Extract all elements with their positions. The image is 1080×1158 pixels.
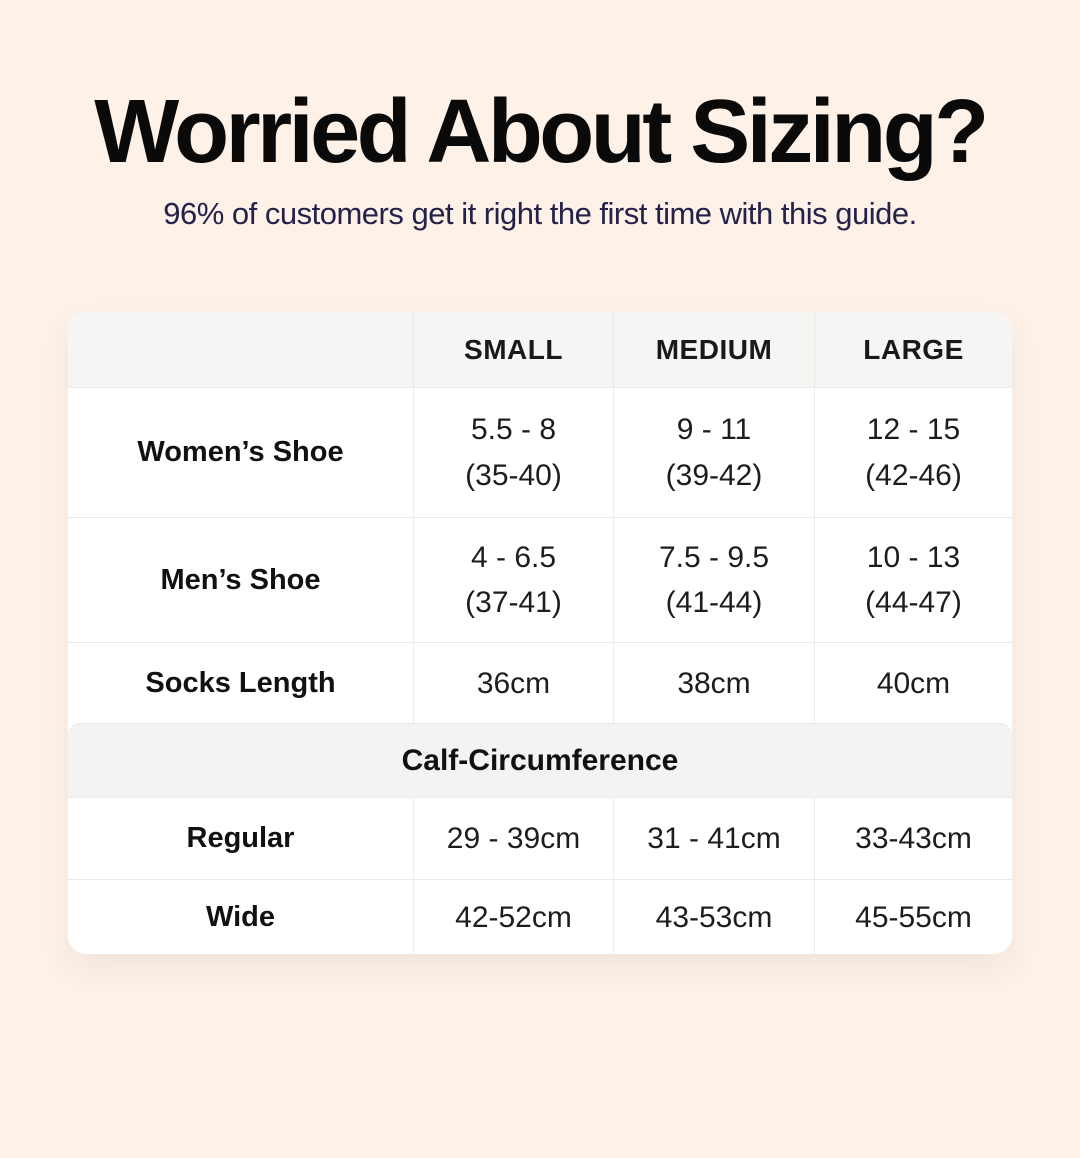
- row-label: Socks Length: [145, 666, 336, 699]
- table-row-regular: Regular 29 - 39cm 31 - 41cm 33-43cm: [68, 797, 1012, 880]
- value-line: (37-41): [465, 586, 562, 620]
- size-table: SMALL MEDIUM LARGE Women’s Shoe 5.5 - 8 …: [68, 312, 1012, 955]
- row-label-cell: Regular: [68, 798, 413, 879]
- value-cell-medium: 31 - 41cm: [613, 798, 814, 880]
- row-label-cell: Wide: [68, 880, 413, 954]
- value-cell-small: 36cm: [413, 643, 613, 724]
- page-subtitle: 96% of customers get it right the first …: [163, 196, 917, 231]
- value-cell-medium: 43-53cm: [613, 880, 814, 955]
- value-cell-small: 5.5 - 8 (35-40): [413, 388, 613, 518]
- value-line: (44-47): [865, 586, 962, 620]
- header-cell-medium: MEDIUM: [613, 312, 814, 388]
- page-title: Worried About Sizing?: [94, 82, 989, 182]
- section-band-label: Calf-Circumference: [401, 743, 679, 777]
- value-cell-small: 29 - 39cm: [413, 798, 613, 880]
- header-cell-empty: [68, 312, 413, 387]
- value-cell-large: 40cm: [814, 643, 1012, 724]
- value-line: 31 - 41cm: [647, 822, 781, 855]
- value-line: 10 - 13: [866, 540, 961, 574]
- value-line: 5.5 - 8: [470, 413, 557, 447]
- row-label-cell: Men’s Shoe: [68, 518, 413, 642]
- value-line: (35-40): [465, 458, 562, 492]
- row-label: Wide: [205, 900, 276, 933]
- value-line: 38cm: [677, 666, 751, 700]
- value-line: (41-44): [665, 586, 763, 620]
- value-line: (42-46): [865, 458, 962, 492]
- table-row-wide: Wide 42-52cm 43-53cm 45-55cm: [68, 879, 1012, 955]
- value-line: (39-42): [665, 458, 763, 492]
- section-band-calf-circumference: Calf-Circumference: [68, 723, 1012, 798]
- value-line: 42-52cm: [455, 900, 572, 934]
- value-line: 4 - 6.5: [470, 540, 557, 574]
- row-label: Men’s Shoe: [160, 563, 321, 596]
- row-label: Regular: [186, 822, 295, 855]
- column-header-small: SMALL: [464, 333, 563, 365]
- value-line: 40cm: [876, 666, 951, 700]
- table-row-mens-shoe: Men’s Shoe 4 - 6.5 (37-41) 7.5 - 9.5 (41…: [68, 517, 1012, 643]
- sizing-guide-page: Worried About Sizing? 96% of customers g…: [0, 78, 1080, 1158]
- table-row-socks-length: Socks Length 36cm 38cm 40cm: [68, 642, 1012, 724]
- value-cell-large: 10 - 13 (44-47): [814, 518, 1012, 643]
- value-cell-large: 45-55cm: [814, 880, 1012, 955]
- value-line: 9 - 11: [676, 413, 752, 447]
- header-cell-small: SMALL: [413, 312, 613, 388]
- value-cell-small: 42-52cm: [413, 880, 613, 955]
- value-line: 43-53cm: [655, 900, 773, 934]
- row-label-cell: Women’s Shoe: [68, 388, 413, 517]
- table-row-womens-shoe: Women’s Shoe 5.5 - 8 (35-40) 9 - 11 (39-…: [68, 387, 1012, 518]
- header-cell-large: LARGE: [814, 312, 1012, 388]
- row-label-cell: Socks Length: [68, 643, 413, 723]
- value-cell-medium: 9 - 11 (39-42): [613, 388, 814, 518]
- table-header-row: SMALL MEDIUM LARGE: [68, 312, 1012, 388]
- value-line: 12 - 15: [866, 413, 961, 447]
- value-line: 7.5 - 9.5: [658, 540, 770, 574]
- value-cell-small: 4 - 6.5 (37-41): [413, 518, 613, 643]
- row-label: Women’s Shoe: [137, 436, 344, 469]
- column-header-medium: MEDIUM: [655, 333, 773, 365]
- value-cell-large: 12 - 15 (42-46): [814, 388, 1012, 518]
- value-line: 45-55cm: [855, 900, 972, 934]
- value-line: 36cm: [476, 666, 551, 700]
- value-line: 29 - 39cm: [446, 822, 581, 855]
- column-header-large: LARGE: [863, 333, 964, 365]
- value-line: 33-43cm: [855, 822, 972, 855]
- value-cell-medium: 38cm: [613, 643, 814, 724]
- value-cell-medium: 7.5 - 9.5 (41-44): [613, 518, 814, 643]
- value-cell-large: 33-43cm: [814, 798, 1012, 880]
